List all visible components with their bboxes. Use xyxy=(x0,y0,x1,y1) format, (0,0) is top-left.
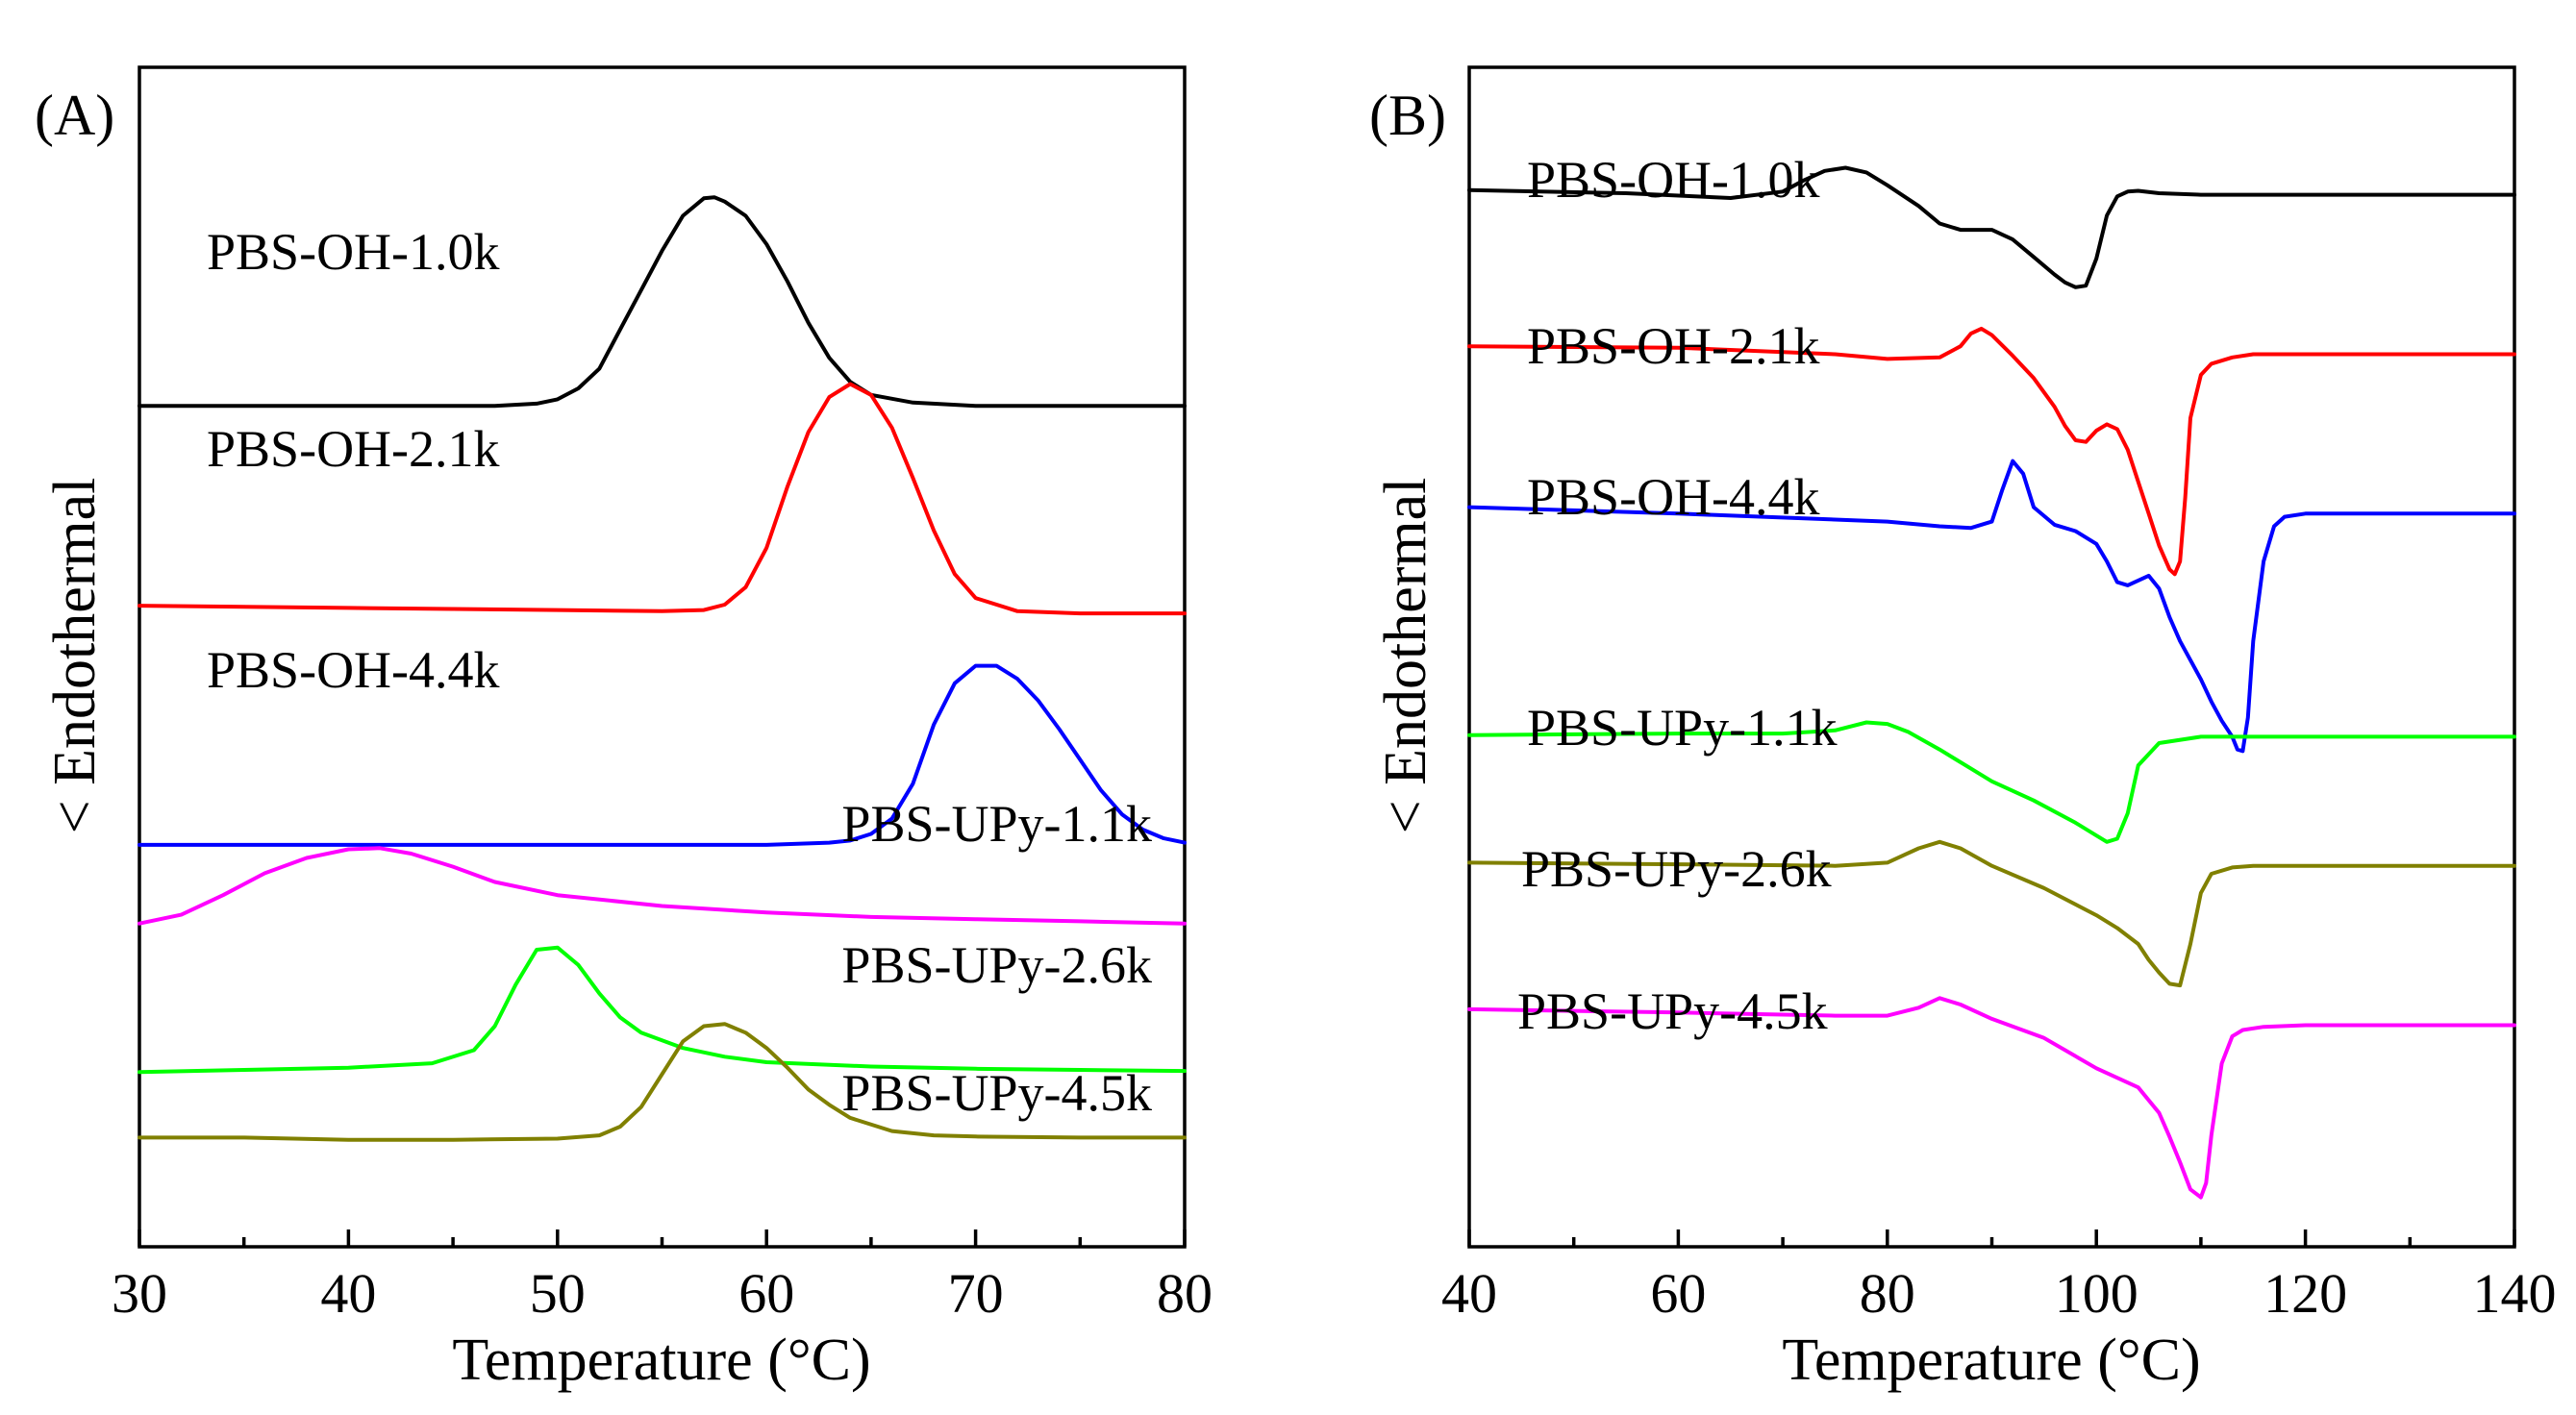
x-tick-label: 30 xyxy=(112,1262,167,1325)
series-label-pbs-upy-1.1k: PBS-UPy-1.1k xyxy=(1527,699,1838,757)
panel-b-label: (B) xyxy=(1369,84,1446,147)
x-tick-label: 60 xyxy=(1650,1262,1706,1325)
x-tick-label: 120 xyxy=(2263,1262,2347,1325)
series-label-pbs-oh-4.4k: PBS-OH-4.4k xyxy=(207,641,500,699)
series-line-pbs-oh-2.1k xyxy=(138,382,1187,616)
x-tick-label: 140 xyxy=(2473,1262,2557,1325)
panel-a-y-axis-title: < Endothermal xyxy=(42,478,108,834)
x-tick-label: 60 xyxy=(738,1262,794,1325)
series-label-pbs-oh-4.4k: PBS-OH-4.4k xyxy=(1527,468,1820,526)
x-tick-label: 80 xyxy=(1860,1262,1915,1325)
x-tick-label: 50 xyxy=(530,1262,586,1325)
x-tick-label: 70 xyxy=(948,1262,1004,1325)
series-line-pbs-upy-2.6k xyxy=(138,945,1187,1075)
panel-b-plot-frame xyxy=(1467,65,2516,1249)
panel-a-x-axis-title: Temperature (°C) xyxy=(452,1328,870,1393)
panel-b-x-axis: 40 60 80 100 120 140 xyxy=(1441,1229,2557,1325)
series-line-pbs-oh-4.4k xyxy=(1467,459,2516,754)
series-line-pbs-upy-4.5k xyxy=(1467,996,2516,1200)
panel-b-series xyxy=(1467,165,2516,1200)
series-line-pbs-oh-2.1k xyxy=(1467,326,2516,577)
series-label-pbs-upy-4.5k: PBS-UPy-4.5k xyxy=(841,1064,1152,1122)
panel-b-y-axis-title: < Endothermal xyxy=(1373,478,1438,834)
panel-a-label: (A) xyxy=(35,84,114,147)
series-line-pbs-oh-1.0k xyxy=(1467,165,2516,289)
series-label-pbs-upy-1.1k: PBS-UPy-1.1k xyxy=(841,795,1152,853)
x-tick-label: 40 xyxy=(1441,1262,1497,1325)
x-tick-label: 100 xyxy=(2055,1262,2138,1325)
panel-b-series-labels: PBS-OH-1.0k PBS-OH-2.1k PBS-OH-4.4k PBS-UPy… xyxy=(1517,151,1838,1040)
series-label-pbs-upy-2.6k: PBS-UPy-2.6k xyxy=(1521,840,1832,898)
series-line-pbs-oh-4.4k xyxy=(138,663,1187,847)
series-label-pbs-oh-1.0k: PBS-OH-1.0k xyxy=(207,223,500,281)
series-line-pbs-upy-4.5k xyxy=(138,1022,1187,1142)
panel-a-series xyxy=(138,195,1187,1142)
panel-b-x-axis-title: Temperature (°C) xyxy=(1782,1328,2200,1393)
series-line-pbs-upy-1.1k xyxy=(1467,720,2516,844)
series-line-pbs-upy-1.1k xyxy=(138,846,1187,926)
panel-a-series-labels: PBS-OH-1.0k PBS-OH-2.1k PBS-OH-4.4k PBS-UPy… xyxy=(207,223,1152,1122)
panel-b: (B) 40 60 80 100 120 140 PBS-OH-1.0k PBS-OH-2.… xyxy=(1369,65,2557,1393)
series-label-pbs-oh-1.0k: PBS-OH-1.0k xyxy=(1527,151,1820,209)
series-label-pbs-upy-2.6k: PBS-UPy-2.6k xyxy=(841,936,1152,994)
series-line-pbs-upy-2.6k xyxy=(1467,839,2516,988)
panel-a-x-axis: 30 40 50 60 70 80 xyxy=(112,1229,1213,1325)
x-tick-label: 80 xyxy=(1157,1262,1213,1325)
series-label-pbs-upy-4.5k: PBS-UPy-4.5k xyxy=(1517,982,1828,1040)
x-tick-label: 40 xyxy=(320,1262,376,1325)
panel-a: (A) 30 40 50 60 70 80 PBS-OH-1.0kPBS-OH-2.1kP… xyxy=(35,65,1213,1393)
series-label-pbs-oh-2.1k: PBS-OH-2.1k xyxy=(1527,317,1820,375)
series-label-pbs-oh-2.1k: PBS-OH-2.1k xyxy=(207,420,500,478)
